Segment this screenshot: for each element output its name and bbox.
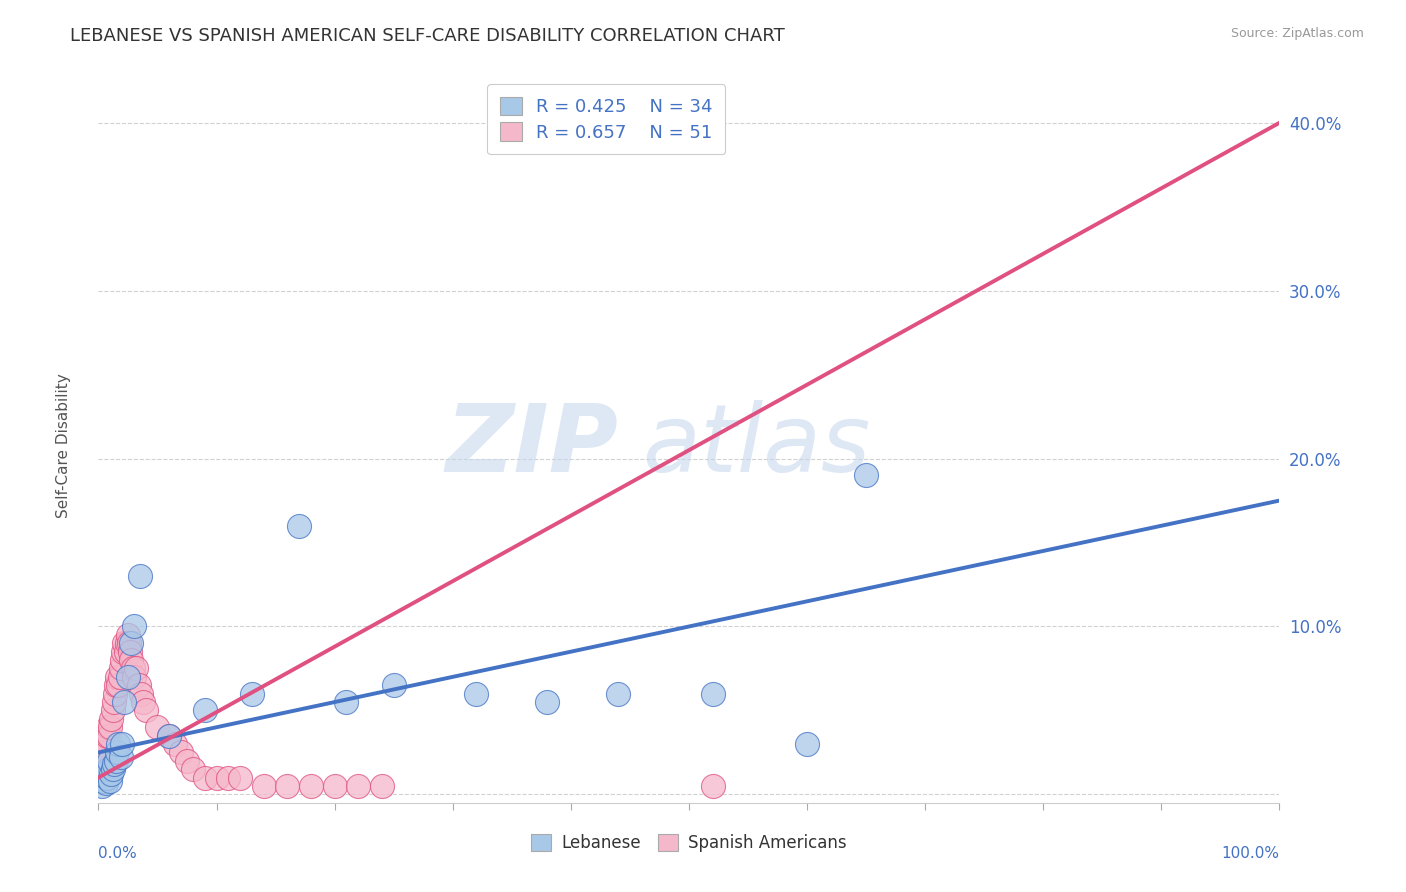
Point [536,695,558,709]
Point [108,670,131,684]
Point [90,754,112,768]
Text: 100.0%: 100.0% [1222,846,1279,861]
Point [91,779,114,793]
Point [128,569,150,583]
Point [194,703,217,717]
Point [702,779,724,793]
Point [111,653,134,667]
Point [217,771,239,785]
Point [157,729,180,743]
Point [194,771,217,785]
Point [105,670,128,684]
Point [181,762,204,776]
Point [91,774,114,789]
Point [347,779,370,793]
Point [121,653,143,667]
Point [110,661,132,675]
Point [118,636,141,650]
Point [96,771,118,785]
Point [335,695,357,709]
Point [91,746,114,760]
Point [146,720,169,734]
Point [371,779,394,793]
Point [121,636,143,650]
Point [129,687,152,701]
Point [94,775,117,789]
Point [120,645,142,659]
Text: ZIP: ZIP [446,400,619,492]
Legend: Lebanese, Spanish Americans: Lebanese, Spanish Americans [524,827,853,859]
Point [112,645,135,659]
Point [276,779,298,793]
Point [105,754,128,768]
Point [114,645,136,659]
Text: Source: ZipAtlas.com: Source: ZipAtlas.com [1230,27,1364,40]
Point [205,771,228,785]
Point [105,746,128,760]
Point [121,661,143,675]
Point [796,737,818,751]
Point [91,762,114,776]
Point [107,678,129,692]
Point [702,687,724,701]
Point [98,754,121,768]
Point [93,737,115,751]
Point [176,754,198,768]
Point [128,678,150,692]
Point [101,762,124,776]
Point [323,779,346,793]
Point [288,518,311,533]
Point [165,737,187,751]
Text: LEBANESE VS SPANISH AMERICAN SELF-CARE DISABILITY CORRELATION CHART: LEBANESE VS SPANISH AMERICAN SELF-CARE D… [70,27,785,45]
Text: Self-Care Disability: Self-Care Disability [56,374,70,518]
Point [111,737,134,751]
Point [112,636,135,650]
Point [117,628,139,642]
Point [299,779,322,793]
Point [94,746,117,760]
Point [132,695,155,709]
Point [103,695,125,709]
Point [100,767,122,781]
Point [90,771,112,785]
Point [105,678,128,692]
Point [107,737,129,751]
Point [98,774,121,789]
Point [112,695,135,709]
Point [125,661,148,675]
Point [96,729,118,743]
Point [117,670,139,684]
Point [98,720,121,734]
Point [229,771,252,785]
Point [465,687,488,701]
Point [157,729,180,743]
Point [122,619,145,633]
Point [253,779,276,793]
Point [122,670,145,684]
Point [855,468,877,483]
Text: atlas: atlas [641,401,870,491]
Point [103,757,125,772]
Point [93,767,115,781]
Point [97,720,120,734]
Point [97,762,120,776]
Point [240,687,263,701]
Point [607,687,630,701]
Text: 0.0%: 0.0% [98,846,138,861]
Point [110,750,132,764]
Point [115,636,138,650]
Point [135,703,157,717]
Point [101,703,124,717]
Point [100,712,122,726]
Point [98,729,121,743]
Point [382,678,405,692]
Point [104,687,127,701]
Point [170,746,193,760]
